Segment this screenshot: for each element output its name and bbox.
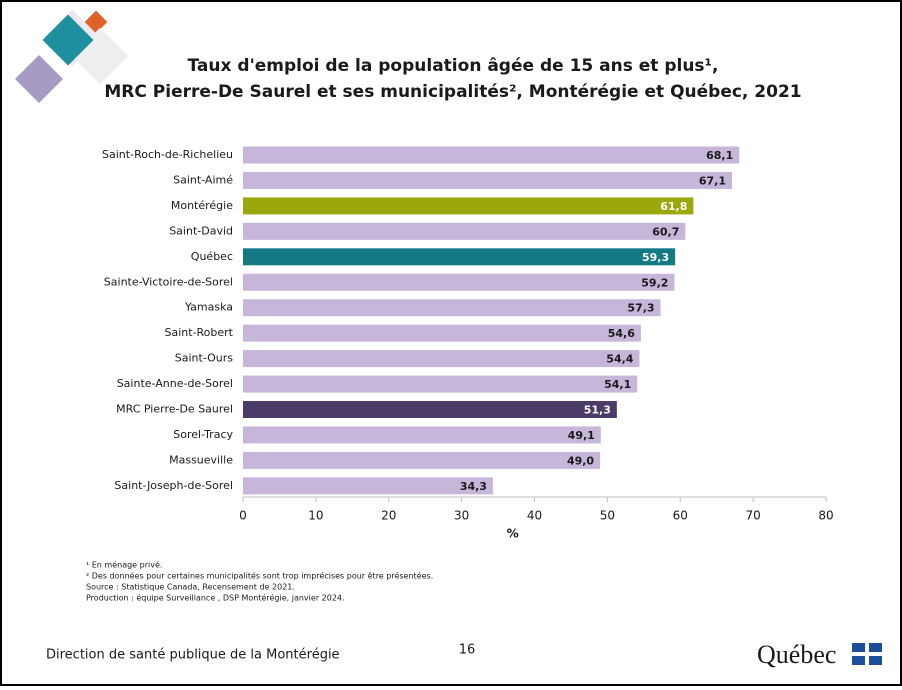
category-label: Sainte-Anne-de-Sorel (117, 377, 233, 390)
category-label: Yamaska (184, 301, 233, 314)
bar (243, 375, 638, 393)
bar (243, 477, 493, 495)
bar (243, 273, 675, 291)
category-label: Saint-Robert (165, 326, 234, 339)
value-label: 54,4 (606, 353, 633, 366)
bar (243, 197, 694, 215)
value-label: 51,3 (584, 404, 611, 417)
bar (243, 248, 676, 266)
x-tick-label: 0 (239, 509, 247, 523)
x-tick-label: 80 (818, 509, 833, 523)
value-label: 67,1 (699, 174, 726, 187)
x-tick-label: 60 (673, 509, 688, 523)
category-label: Saint-David (169, 224, 233, 237)
value-label: 34,3 (460, 480, 487, 493)
x-axis-label: % (507, 527, 519, 541)
value-label: 57,3 (627, 302, 654, 315)
value-label: 68,1 (706, 149, 733, 162)
page-number: 16 (459, 643, 476, 658)
category-label: Sainte-Victoire-de-Sorel (104, 275, 233, 288)
bar (243, 171, 732, 189)
value-label: 54,6 (608, 327, 635, 340)
bar (243, 426, 601, 444)
bar (243, 451, 601, 469)
chart-title: Taux d'emploi de la population âgée de 1… (188, 56, 719, 76)
category-label: Saint-Ours (175, 352, 233, 365)
category-label: Saint-Aimé (173, 173, 233, 186)
bar (243, 324, 641, 342)
x-tick-label: 10 (308, 509, 323, 523)
bar (243, 401, 617, 418)
footnote: ¹ En ménage privé. (86, 560, 162, 570)
category-label: Montérégie (171, 199, 233, 212)
category-label: Massueville (169, 453, 233, 466)
footnote: ² Des données pour certaines municipalit… (86, 571, 433, 581)
bar (243, 146, 740, 164)
category-label: Saint-Joseph-de-Sorel (114, 479, 233, 492)
chart-title: MRC Pierre-De Saurel et ses municipalité… (104, 82, 801, 102)
value-label: 59,2 (641, 276, 668, 289)
value-label: 54,1 (604, 378, 631, 391)
category-label: MRC Pierre-De Saurel (116, 403, 233, 416)
value-label: 60,7 (652, 225, 679, 238)
value-label: 59,3 (642, 251, 669, 264)
x-tick-label: 50 (600, 509, 615, 523)
value-label: 49,0 (567, 454, 594, 467)
footnote: Production : équipe Surveillance , DSP M… (86, 593, 345, 603)
footnote: Source : Statistique Canada, Recensement… (86, 583, 295, 592)
category-label: Sorel-Tracy (173, 428, 233, 441)
bar (243, 350, 640, 368)
x-tick-label: 20 (381, 509, 396, 523)
x-tick-label: 40 (527, 509, 542, 523)
category-label: Québec (191, 250, 233, 263)
category-label: Saint-Roch-de-Richelieu (102, 148, 233, 161)
value-label: 49,1 (568, 429, 595, 442)
value-label: 61,8 (660, 200, 687, 213)
bar (243, 222, 686, 240)
quebec-flag (852, 643, 882, 665)
footer-text: Direction de santé publique de la Montér… (46, 648, 340, 663)
x-tick-label: 70 (745, 509, 760, 523)
x-tick-label: 30 (454, 509, 469, 523)
quebec-logo: Québec (757, 640, 836, 669)
bar (243, 299, 661, 317)
decor-logo (14, 9, 129, 104)
